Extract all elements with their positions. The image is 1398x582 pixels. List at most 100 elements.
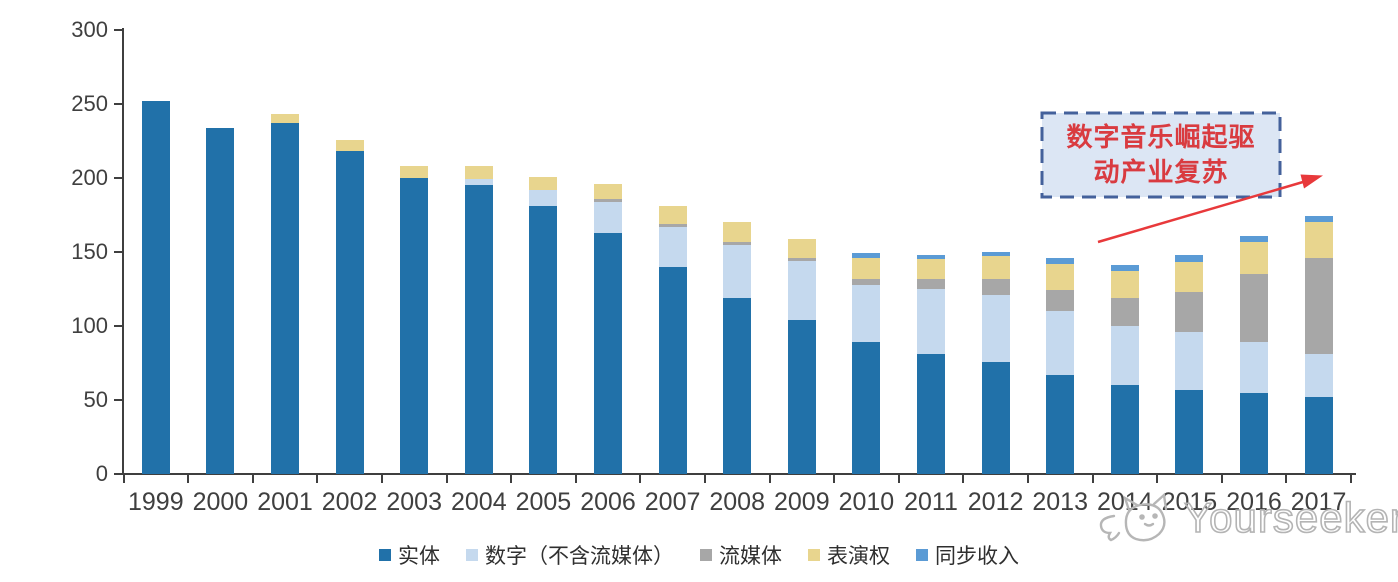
bar-segment-2011-performance	[917, 259, 945, 279]
bar-segment-2015-physical	[1175, 389, 1204, 474]
x-tick-label-2001: 2001	[257, 488, 313, 516]
legend-swatch-streaming	[700, 549, 712, 561]
bar-segment-2017-sync	[1304, 216, 1333, 223]
bar-segment-2008-digital	[723, 244, 752, 298]
x-tick-15	[1091, 474, 1094, 483]
x-tick-label-2015: 2015	[1161, 488, 1218, 516]
x-tick-3	[316, 474, 319, 483]
legend-item-performance: 表演权	[808, 540, 890, 570]
bar-segment-2015-performance	[1175, 262, 1204, 292]
y-tick-250	[114, 103, 123, 105]
bar-segment-2009-digital	[787, 260, 816, 321]
y-tick-label-50: 50	[83, 387, 108, 412]
bar-segment-2007-performance	[658, 206, 687, 224]
bar-segment-2017-physical	[1304, 397, 1333, 474]
bar-segment-2006-digital	[594, 201, 622, 233]
x-tick-5	[445, 474, 448, 483]
bar-segment-2014-digital	[1110, 326, 1139, 386]
bar-segment-2005-digital	[529, 189, 558, 207]
bar-segment-2011-sync	[917, 254, 945, 260]
bar-segment-2000-physical	[206, 127, 235, 474]
x-tick-4	[380, 474, 383, 483]
y-tick-150	[114, 251, 123, 253]
bar-segment-2013-sync	[1046, 257, 1075, 264]
bar-segment-2012-streaming	[981, 278, 1010, 295]
y-tick-label-100: 100	[71, 313, 108, 338]
bar-segment-2010-digital	[852, 284, 881, 343]
bar-segment-2012-performance	[981, 256, 1010, 279]
legend-item-sync: 同步收入	[916, 540, 1019, 570]
bar-segment-2013-performance	[1046, 263, 1075, 291]
bar-segment-2005-performance	[529, 176, 558, 190]
bar-segment-2014-performance	[1110, 271, 1139, 298]
y-tick-100	[114, 325, 123, 327]
x-tick-2	[251, 474, 254, 483]
bar-segment-2015-sync	[1175, 254, 1204, 263]
legend-swatch-performance	[808, 549, 820, 561]
bar-segment-2008-streaming	[723, 241, 752, 245]
bar-segment-2011-streaming	[917, 278, 945, 289]
x-tick-9	[703, 474, 706, 483]
bar-segment-2016-streaming	[1240, 274, 1268, 343]
y-tick-300	[114, 29, 123, 31]
bar-segment-2010-sync	[852, 253, 881, 258]
x-tick-label-2000: 2000	[192, 488, 249, 516]
bar-segment-2004-performance	[464, 166, 493, 180]
x-tick-13	[962, 474, 965, 483]
bar-segment-2016-performance	[1240, 241, 1268, 275]
y-tick-0	[114, 473, 123, 475]
x-tick-14	[1026, 474, 1029, 483]
bar-segment-2014-streaming	[1110, 297, 1139, 326]
bar-segment-2008-performance	[723, 222, 752, 242]
x-tick-16	[1156, 474, 1159, 483]
legend-swatch-digital	[466, 549, 478, 561]
bar-segment-2013-digital	[1046, 311, 1075, 375]
bar-segment-2016-digital	[1240, 342, 1268, 393]
legend: 实体 数字（不含流媒体） 流媒体 表演权 同步收入	[0, 540, 1398, 570]
x-tick-8	[639, 474, 642, 483]
legend-item-physical: 实体	[379, 540, 440, 570]
bar-segment-2006-performance	[594, 183, 622, 199]
cat-doodle-icon	[1099, 492, 1168, 542]
x-tick-7	[574, 474, 577, 483]
x-axis-line	[120, 473, 1356, 475]
bar-segment-2010-physical	[852, 342, 881, 474]
bar-segment-2015-digital	[1175, 331, 1204, 390]
bar-segment-2014-physical	[1110, 385, 1139, 474]
legend-item-digital: 数字（不含流媒体）	[466, 540, 674, 570]
legend-item-streaming: 流媒体	[700, 540, 782, 570]
bar-segment-2007-physical	[658, 266, 687, 474]
bar-segment-2013-streaming	[1046, 290, 1075, 312]
legend-label-physical: 实体	[398, 545, 440, 568]
bar-segment-2012-digital	[981, 294, 1010, 362]
legend-swatch-sync	[916, 549, 928, 561]
bar-segment-2010-streaming	[852, 278, 881, 285]
bar-segment-2002-performance	[335, 139, 364, 152]
x-tick-17	[1220, 474, 1223, 483]
x-tick-label-2005: 2005	[515, 488, 572, 516]
annotation-text-line2: 动产业复苏	[1093, 157, 1229, 187]
x-tick-6	[510, 474, 513, 483]
legend-label-performance: 表演权	[827, 545, 890, 568]
x-tick-label-2009: 2009	[773, 488, 830, 516]
y-tick-label-200: 200	[71, 165, 108, 190]
bar-segment-2011-digital	[917, 289, 945, 355]
bar-segment-2001-physical	[271, 123, 299, 474]
bar-segment-2017-streaming	[1304, 257, 1333, 355]
y-tick-50	[114, 399, 123, 401]
x-tick-11	[833, 474, 836, 483]
x-tick-label-2003: 2003	[386, 488, 442, 516]
bar-segment-2006-streaming	[594, 198, 622, 202]
bar-segment-2012-physical	[981, 361, 1010, 474]
x-tick-label-2012: 2012	[967, 488, 1024, 516]
bar-segment-2016-physical	[1240, 392, 1268, 474]
bar-segment-2001-performance	[271, 114, 299, 124]
bar-segment-2010-performance	[852, 257, 881, 279]
bar-segment-2011-physical	[917, 354, 945, 474]
bar-segment-2002-physical	[335, 151, 364, 474]
x-tick-18	[1285, 474, 1288, 483]
bar-segment-2014-sync	[1110, 265, 1139, 272]
